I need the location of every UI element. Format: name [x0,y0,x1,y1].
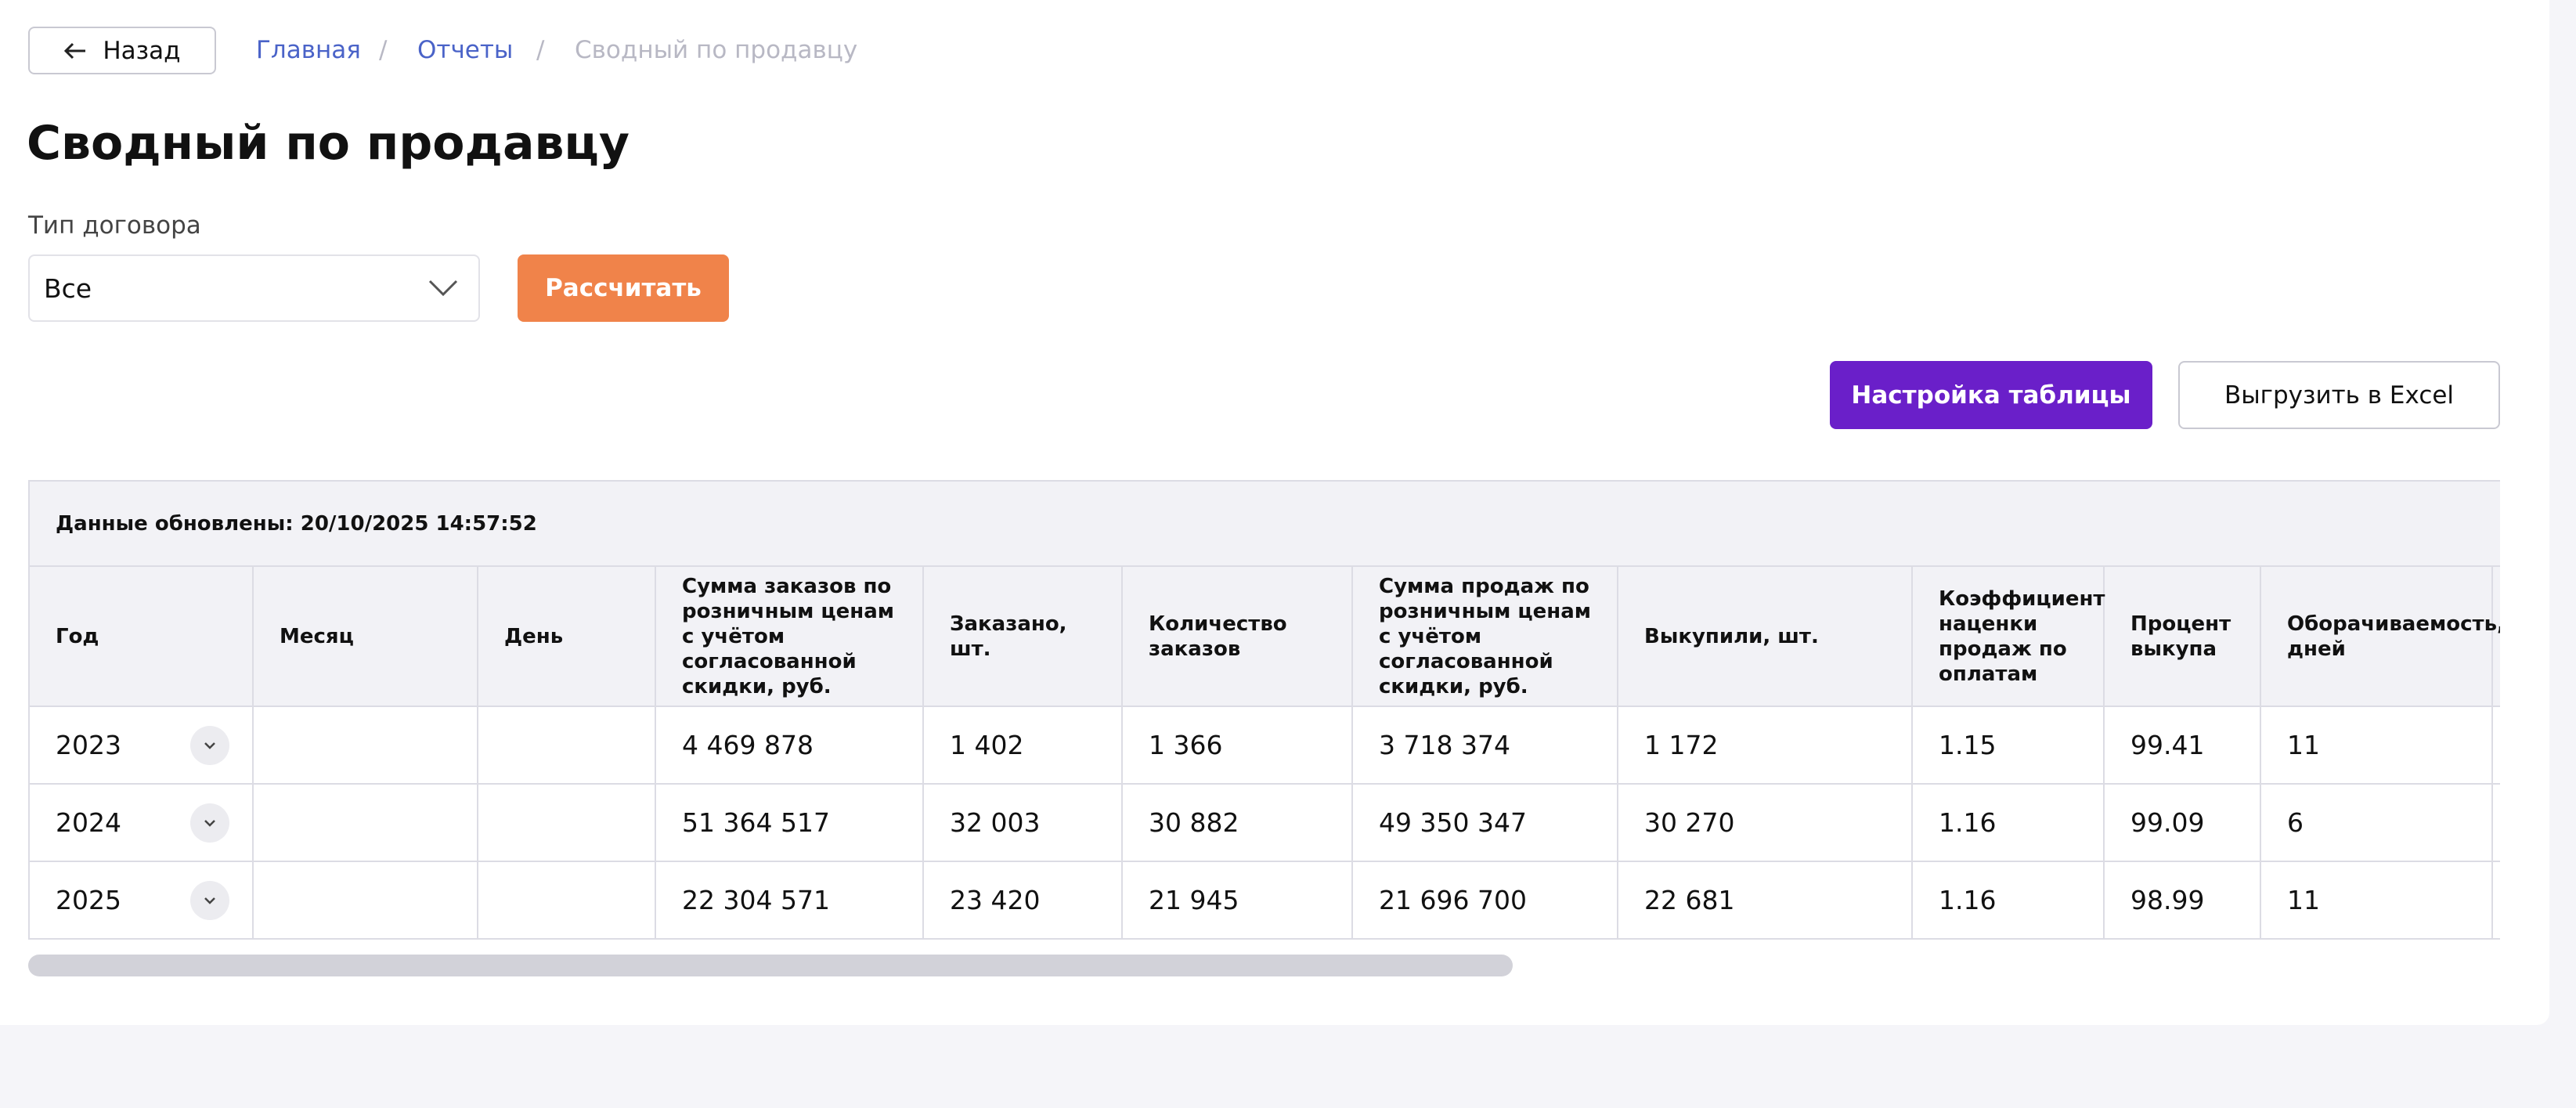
column-header: Оборачиваемость, дней [2260,567,2500,707]
table-cell: 32 003 [923,784,1123,862]
select-value: Все [44,272,92,304]
select-chevron-icon [428,280,458,297]
table-cell: 1.15 [1912,706,2105,785]
table-cell: 2023 [30,706,254,785]
table-cell [478,861,656,940]
breadcrumb-separator: / [379,36,388,64]
updated-note: Данные обновлены: 20/10/2025 14:57:52 [30,482,2500,567]
column-header: Месяц [253,567,478,707]
table-cell: 1 402 [923,706,1123,785]
table-row: 2025 22 304 571 23 420 21 945 21 696 700 22 6… [30,861,2500,940]
column-header: Выкупили, шт. [1618,567,1913,707]
column-header [2492,567,2500,707]
table-cell: 6 [2260,784,2493,862]
column-header: Сумма продаж по розничным ценам с учётом… [1352,567,1618,707]
horizontal-scrollbar[interactable] [28,955,1513,976]
table-cell: 51 364 517 [655,784,924,862]
contract-type-select[interactable]: Все [28,254,480,322]
column-header: День [478,567,656,707]
table-row: 2024 51 364 517 32 003 30 882 49 350 347 30 2… [30,784,2500,862]
table-cell: 1 366 [1122,706,1353,785]
table-cell: 2024 [30,784,254,862]
table-row: 2023 4 469 878 1 402 1 366 3 718 374 1 172 1.1… [30,706,2500,785]
breadcrumb-separator: / [536,36,545,64]
table-cell: 22 304 571 [655,861,924,940]
table-cell: 11 [2260,706,2493,785]
column-header: Количество заказов [1122,567,1353,707]
breadcrumb-current: Сводный по продавцу [575,36,858,64]
table-cell: 2025 [30,861,254,940]
chevron-icon [204,742,215,749]
table-cell: 1.16 [1912,861,2105,940]
content-panel: Назад Главная / Отчеты / Сводный по прод… [27,27,2500,976]
report-table: Данные обновлены: 20/10/2025 14:57:52 Го… [28,480,2500,940]
table-cell: 1.16 [1912,784,2105,862]
expand-row-button[interactable] [190,726,229,765]
table-cell: 11 [2260,861,2493,940]
column-header: Сумма заказов по розничным ценам с учёто… [655,567,924,707]
column-header: Процент выкупа [2104,567,2261,707]
back-button[interactable]: Назад [28,27,216,74]
table-cell [2492,784,2500,862]
table-cell [478,784,656,862]
table-cell [2492,706,2500,785]
table-cell: 30 882 [1122,784,1353,862]
table-cell: 98.99 [2104,861,2261,940]
table-cell: 99.41 [2104,706,2261,785]
filter-label: Тип договора [28,211,201,240]
column-header: Заказано, шт. [923,567,1123,707]
expand-row-button[interactable] [190,803,229,843]
table-cell: 21 945 [1122,861,1353,940]
expand-row-button[interactable] [190,881,229,920]
table-cell [253,784,478,862]
table-cell [2492,861,2500,940]
table-cell: 1 172 [1618,706,1913,785]
table-cell: 99.09 [2104,784,2261,862]
data-table: Год Месяц День Сумма заказов по розничным ц… [30,567,2500,940]
table-cell [253,706,478,785]
column-header: Коэффициент наценки продаж по оплатам [1912,567,2105,707]
page-title: Сводный по продавцу [27,116,630,171]
chevron-icon [204,820,215,827]
table-cell: 23 420 [923,861,1123,940]
export-excel-button[interactable]: Выгрузить в Excel [2178,361,2500,429]
table-cell: 30 270 [1618,784,1913,862]
table-cell [478,706,656,785]
table-cell [253,861,478,940]
table-cell: 4 469 878 [655,706,924,785]
breadcrumb-link[interactable]: Главная [256,36,361,64]
calculate-button[interactable]: Рассчитать [518,254,729,322]
chevron-icon [204,897,215,904]
table-cell: 21 696 700 [1352,861,1618,940]
back-arrow-icon [64,42,86,59]
table-settings-button[interactable]: Настройка таблицы [1830,361,2152,429]
table-cell: 49 350 347 [1352,784,1618,862]
column-header: Год [30,567,254,707]
breadcrumb-link[interactable]: Отчеты [417,36,514,64]
table-cell: 3 718 374 [1352,706,1618,785]
table-cell: 22 681 [1618,861,1913,940]
back-label: Назад [103,36,181,65]
